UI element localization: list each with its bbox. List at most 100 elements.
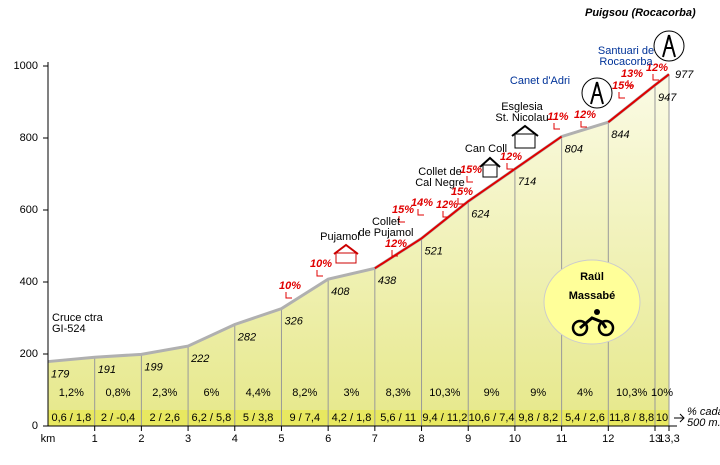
half-km-gradient: 0,6 / 1,8 xyxy=(51,412,91,424)
elevation-label: 282 xyxy=(237,331,256,343)
place-label: Rocacorba xyxy=(599,56,653,68)
steep-gradient: 12% xyxy=(385,238,407,250)
y-tick-label: 600 xyxy=(20,204,38,216)
steep-gradient: 10% xyxy=(310,258,332,270)
steep-marker xyxy=(391,250,398,257)
x-tick-label: 6 xyxy=(325,433,331,445)
half-km-gradient: 10 xyxy=(656,412,668,424)
x-tick-label: 13 xyxy=(649,433,661,445)
segment-gradient: 2,3% xyxy=(152,387,177,399)
x-tick-label: 1 xyxy=(92,433,98,445)
antenna-icon xyxy=(581,77,613,109)
split-strip xyxy=(48,410,669,426)
segment-gradient: 0,8% xyxy=(105,387,130,399)
cyclist-icon xyxy=(571,309,615,337)
steep-marker xyxy=(580,121,587,128)
steep-marker xyxy=(618,92,625,99)
elevation-label: 844 xyxy=(611,129,629,141)
half-km-gradient: 2 / 2,6 xyxy=(149,412,180,424)
segment-gradient: 9% xyxy=(530,387,546,399)
x-tick-label: 10 xyxy=(509,433,521,445)
place-label: Cruce ctra xyxy=(52,312,104,324)
segment-gradient: 4,4% xyxy=(246,387,271,399)
half-km-gradient: 9 / 7,4 xyxy=(290,412,321,424)
elevation-label: 947 xyxy=(658,92,677,104)
elevation-label: 804 xyxy=(565,143,583,155)
steep-marker xyxy=(627,80,634,87)
place-label: Collet de xyxy=(418,166,461,178)
elevation-label: 408 xyxy=(331,286,350,298)
steep-gradient: 12% xyxy=(436,199,458,211)
steep-marker xyxy=(466,176,473,183)
x-tick-label: 5 xyxy=(278,433,284,445)
half-km-gradient: 11,8 / 8,8 xyxy=(609,412,654,424)
x-axis-label: km xyxy=(41,433,56,445)
y-tick-label: 800 xyxy=(20,132,38,144)
elevation-label: 438 xyxy=(378,275,397,287)
author-badge xyxy=(543,259,641,345)
steep-line xyxy=(607,73,670,123)
elevation-label: 521 xyxy=(425,245,443,257)
y-tick-label: 400 xyxy=(20,276,38,288)
y-tick-label: 200 xyxy=(20,348,38,360)
segment-gradient: 1,2% xyxy=(59,387,84,399)
elevation-label: 222 xyxy=(190,353,209,365)
steep-gradient: 12% xyxy=(646,62,668,74)
steep-gradient: 13% xyxy=(621,68,643,80)
author-name: Raül xyxy=(580,271,604,283)
x-tick-label: 13,3 xyxy=(658,433,679,445)
steep-marker xyxy=(553,123,560,130)
segment-gradient: 8,2% xyxy=(292,387,317,399)
place-label: Canet d'Adri xyxy=(510,75,570,87)
elevation-label: 191 xyxy=(98,364,116,376)
steep-marker xyxy=(457,198,464,205)
place-label: Cal Negre xyxy=(415,177,465,189)
segment-gradient: 4% xyxy=(577,387,593,399)
steep-gradient: 11% xyxy=(547,111,568,123)
x-tick-label: 2 xyxy=(138,433,144,445)
profile-area xyxy=(48,74,669,426)
steep-marker xyxy=(285,292,292,299)
x-tick-label: 11 xyxy=(556,433,567,445)
place-label: Can Coll xyxy=(465,143,507,155)
steep-marker xyxy=(506,163,513,170)
half-km-gradient: 5 / 3,8 xyxy=(243,412,274,424)
church-icon xyxy=(333,243,359,264)
elevation-label: 977 xyxy=(675,69,694,81)
segment-gradient: 10,3% xyxy=(616,387,647,399)
author-name: Massabé xyxy=(569,290,615,302)
x-tick-label: 4 xyxy=(232,433,238,445)
half-km-gradient: 6,2 / 5,8 xyxy=(192,412,232,424)
x-tick-label: 7 xyxy=(372,433,378,445)
half-km-gradient: 2 / -0,4 xyxy=(101,412,135,424)
steep-marker xyxy=(652,74,659,81)
profile-line xyxy=(47,73,670,364)
background-layer xyxy=(48,74,670,426)
y-tick-label: 0 xyxy=(32,420,38,432)
antenna-icon xyxy=(653,30,685,62)
steep-gradient: 15% xyxy=(392,204,414,216)
place-label: de Pujamol xyxy=(358,227,413,239)
segment-gradient: 8,3% xyxy=(386,387,411,399)
steep-gradient: 14% xyxy=(411,197,433,209)
elevation-label: 326 xyxy=(284,316,303,328)
segment-gradient: 10% xyxy=(651,387,673,399)
steep-gradient: 15% xyxy=(612,80,634,92)
note-arrow xyxy=(674,413,685,423)
elevation-label: 714 xyxy=(518,176,536,188)
legend-note: % cada xyxy=(687,406,720,418)
place-label: St. Nicolau xyxy=(495,112,548,124)
steep-gradient: 12% xyxy=(574,109,596,121)
steep-marker xyxy=(442,211,449,218)
segment-gradient: 3% xyxy=(344,387,360,399)
steep-marker xyxy=(398,216,405,223)
place-label: Santuari de xyxy=(598,45,654,57)
steep-gradient: 10% xyxy=(279,280,301,292)
x-tick-label: 3 xyxy=(185,433,191,445)
y-tick-label: 1000 xyxy=(14,60,38,72)
steep-gradient: 12% xyxy=(500,151,522,163)
half-km-gradient: 9,8 / 8,2 xyxy=(518,412,558,424)
house-icon xyxy=(479,156,501,178)
legend-note: 500 m. xyxy=(687,417,720,429)
